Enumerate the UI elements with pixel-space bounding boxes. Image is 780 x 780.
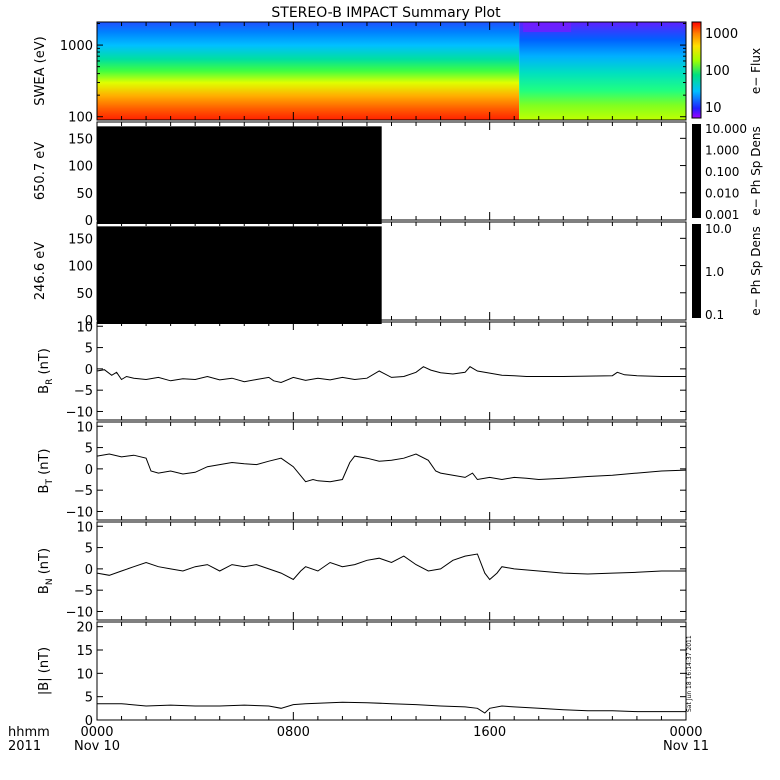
row-label-hhmm: hhmm [8, 725, 50, 740]
y-tick-label: 100 [68, 160, 93, 175]
y-tick-label: −5 [74, 384, 93, 399]
y-tick-label: 5 [85, 542, 93, 557]
y-tick-label: 10 [76, 667, 93, 682]
y-tick-label: 0 [85, 363, 93, 378]
series-line-br [96, 366, 686, 384]
pad-filled-block [97, 226, 382, 324]
x-tick-label: 0000 [80, 725, 113, 740]
colorbar-label: e− Flux [749, 48, 763, 94]
colorbar [692, 124, 701, 218]
y-tick-label: 50 [76, 287, 93, 302]
y-tick-label: 5 [85, 442, 93, 457]
colorbar-tick-label: 0.010 [705, 187, 739, 201]
colorbar-tick-label: 10.0 [705, 222, 732, 236]
y-axis-label: BT (nT) [37, 449, 55, 494]
panel-frame [96, 421, 687, 521]
colorbar-tick-label: 0.1 [705, 308, 724, 322]
colorbar-tick-label: 0.001 [705, 208, 739, 222]
y-tick-label: 150 [68, 132, 93, 147]
y-axis-label: SWEA (eV) [33, 36, 48, 105]
y-tick-label: 15 [76, 644, 93, 659]
y-tick-label: 10 [76, 520, 93, 535]
y-tick-label: 0 [85, 714, 93, 729]
y-tick-label: −5 [74, 484, 93, 499]
y-axis-label: 650.7 eV [33, 142, 48, 200]
colorbar-tick-label: 1.0 [705, 265, 724, 279]
y-tick-label: 1000 [60, 39, 93, 54]
x-tick-date: Nov 10 [74, 739, 120, 754]
y-tick-label: −5 [74, 584, 93, 599]
series-line-bt [96, 453, 687, 483]
panel-bt: −10 −5 0 5 10 BT (nT) [37, 420, 687, 521]
y-tick-label: 10 [76, 320, 93, 335]
y-tick-label: 5 [85, 691, 93, 706]
colorbar [691, 21, 702, 119]
y-tick-label: 0 [85, 214, 93, 229]
row-label-year: 2011 [8, 739, 41, 754]
y-axis-label: |B| (nT) [37, 647, 52, 695]
panel-frame [96, 321, 687, 421]
y-tick-label: 100 [68, 260, 93, 275]
colorbar-tick-label: 1000 [705, 27, 738, 42]
colorbar-tick-label: 0.100 [705, 165, 739, 179]
y-tick-label: 100 [68, 111, 93, 126]
timestamp-stamp: Sat Jun 18 16:14:37 2011 [686, 635, 693, 712]
spectrogram-patch [523, 22, 572, 32]
panel-swea: 100 1000 SWEA (eV) 10 100 1000 e− Flux [33, 21, 763, 126]
x-tick-label: 0800 [277, 725, 310, 740]
panel-pad650: 0 50 100 150 650.7 eV 10.000 1.000 0.100 0.010 0.… [33, 121, 763, 229]
colorbar-label: e− Ph Sp Dens [749, 226, 763, 315]
pad-filled-block [97, 126, 382, 224]
panel-br: −10 −5 0 5 10 BR (nT) [37, 320, 687, 421]
colorbar-tick-label: 1.000 [705, 144, 739, 158]
y-tick-label: 50 [76, 187, 93, 202]
y-tick-label: 10 [76, 420, 93, 435]
x-tick-date: Nov 11 [663, 739, 709, 754]
y-tick-label: 20 [76, 621, 93, 636]
series-line-bmag [97, 701, 686, 714]
colorbar-tick-label: 100 [705, 64, 730, 79]
y-tick-label: −10 [66, 505, 93, 520]
x-tick-label: 1600 [473, 725, 506, 740]
colorbar-tick-label: 10 [705, 101, 722, 116]
spectrogram-segment [519, 22, 686, 120]
y-tick-label: 0 [85, 314, 93, 329]
y-tick-label: 5 [85, 342, 93, 357]
y-tick-label: 0 [85, 463, 93, 478]
colorbar-tick-label: 10.000 [705, 122, 747, 136]
y-tick-label: 150 [68, 232, 93, 247]
plot-title: STEREO-B IMPACT Summary Plot [271, 5, 501, 21]
y-axis-label: BR (nT) [37, 348, 55, 394]
panel-bmag: 0 5 10 15 20 |B| (nT) [37, 621, 687, 729]
y-tick-label: −10 [66, 405, 93, 420]
y-axis-label: BN (nT) [37, 548, 55, 594]
panel-bn: −10 −5 0 5 10 BN (nT) [37, 520, 687, 621]
panel-frame [96, 521, 687, 621]
panel-pad246: 0 50 100 150 246.6 eV 10.0 1.0 0.1 e− Ph Sp Dens [33, 221, 763, 329]
y-tick-label: −10 [66, 605, 93, 620]
y-axis-label: 246.6 eV [33, 242, 48, 300]
series-line-bn [96, 553, 686, 581]
colorbar [692, 224, 701, 318]
x-tick-label: 0000 [669, 725, 702, 740]
spectrogram-segment [97, 22, 520, 120]
colorbar-label: e− Ph Sp Dens [749, 126, 763, 215]
y-tick-label: 0 [85, 563, 93, 578]
